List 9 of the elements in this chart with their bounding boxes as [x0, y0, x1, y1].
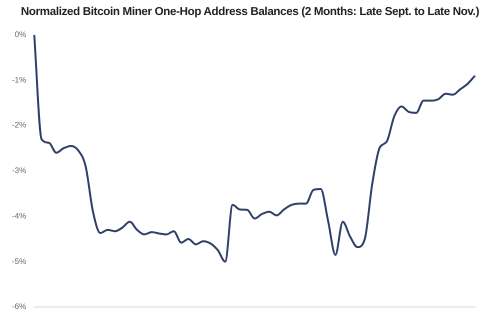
chart-title: Normalized Bitcoin Miner One-Hop Address Balances (2 Months: Late Sept. to Late Nov.) — [20, 6, 480, 20]
y-tick-label: -3% — [12, 166, 26, 176]
y-tick-label: -2% — [12, 120, 26, 130]
y-tick-label: -5% — [12, 256, 26, 266]
y-tick-label: -4% — [12, 211, 26, 220]
y-tick-label: -1% — [12, 75, 26, 84]
y-tick-label: 0% — [14, 30, 26, 40]
y-tick-label: -6% — [12, 302, 26, 312]
line-series — [33, 34, 476, 263]
